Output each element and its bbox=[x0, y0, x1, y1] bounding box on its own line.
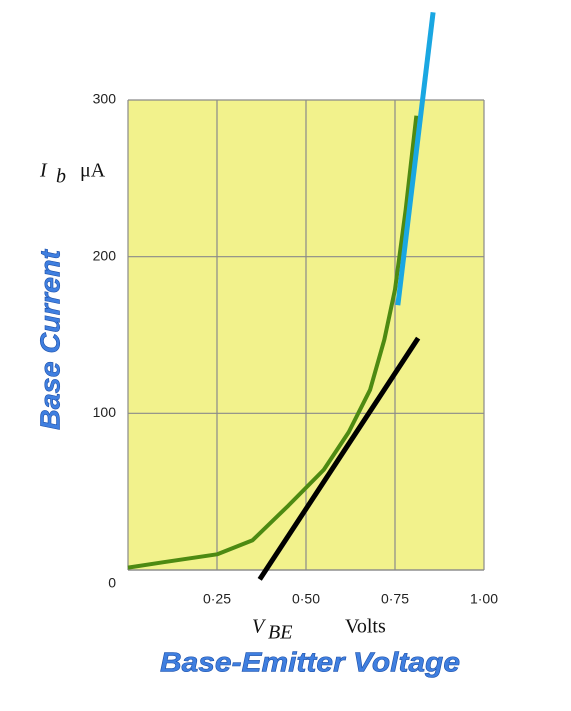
data-line bbox=[127, 115, 419, 570]
y-quantity-subscript: b bbox=[56, 166, 66, 188]
x-axis-title: Base-Emitter Voltage bbox=[160, 646, 460, 677]
data-line bbox=[257, 336, 421, 581]
x-quantity-symbol: V bbox=[252, 616, 267, 638]
data-line bbox=[395, 11, 436, 306]
x-tick-label: 0·75 bbox=[381, 591, 409, 607]
x-tick-label: 0·50 bbox=[292, 591, 320, 607]
y-tick-label: 300 bbox=[93, 91, 117, 107]
y-tick-label: 100 bbox=[93, 404, 117, 420]
x-tick-label: 1·00 bbox=[470, 591, 498, 607]
x-quantity-subscript: BE bbox=[268, 622, 292, 644]
x-tick-label: 0·25 bbox=[203, 591, 231, 607]
y-tick-label: 200 bbox=[93, 247, 117, 263]
y-quantity-symbol: I bbox=[39, 160, 48, 182]
y-quantity-unit: μA bbox=[80, 160, 106, 182]
y-axis-title: Base Current bbox=[34, 248, 65, 430]
y-tick-label: 0 bbox=[108, 575, 116, 591]
x-quantity-unit: Volts bbox=[345, 616, 386, 638]
